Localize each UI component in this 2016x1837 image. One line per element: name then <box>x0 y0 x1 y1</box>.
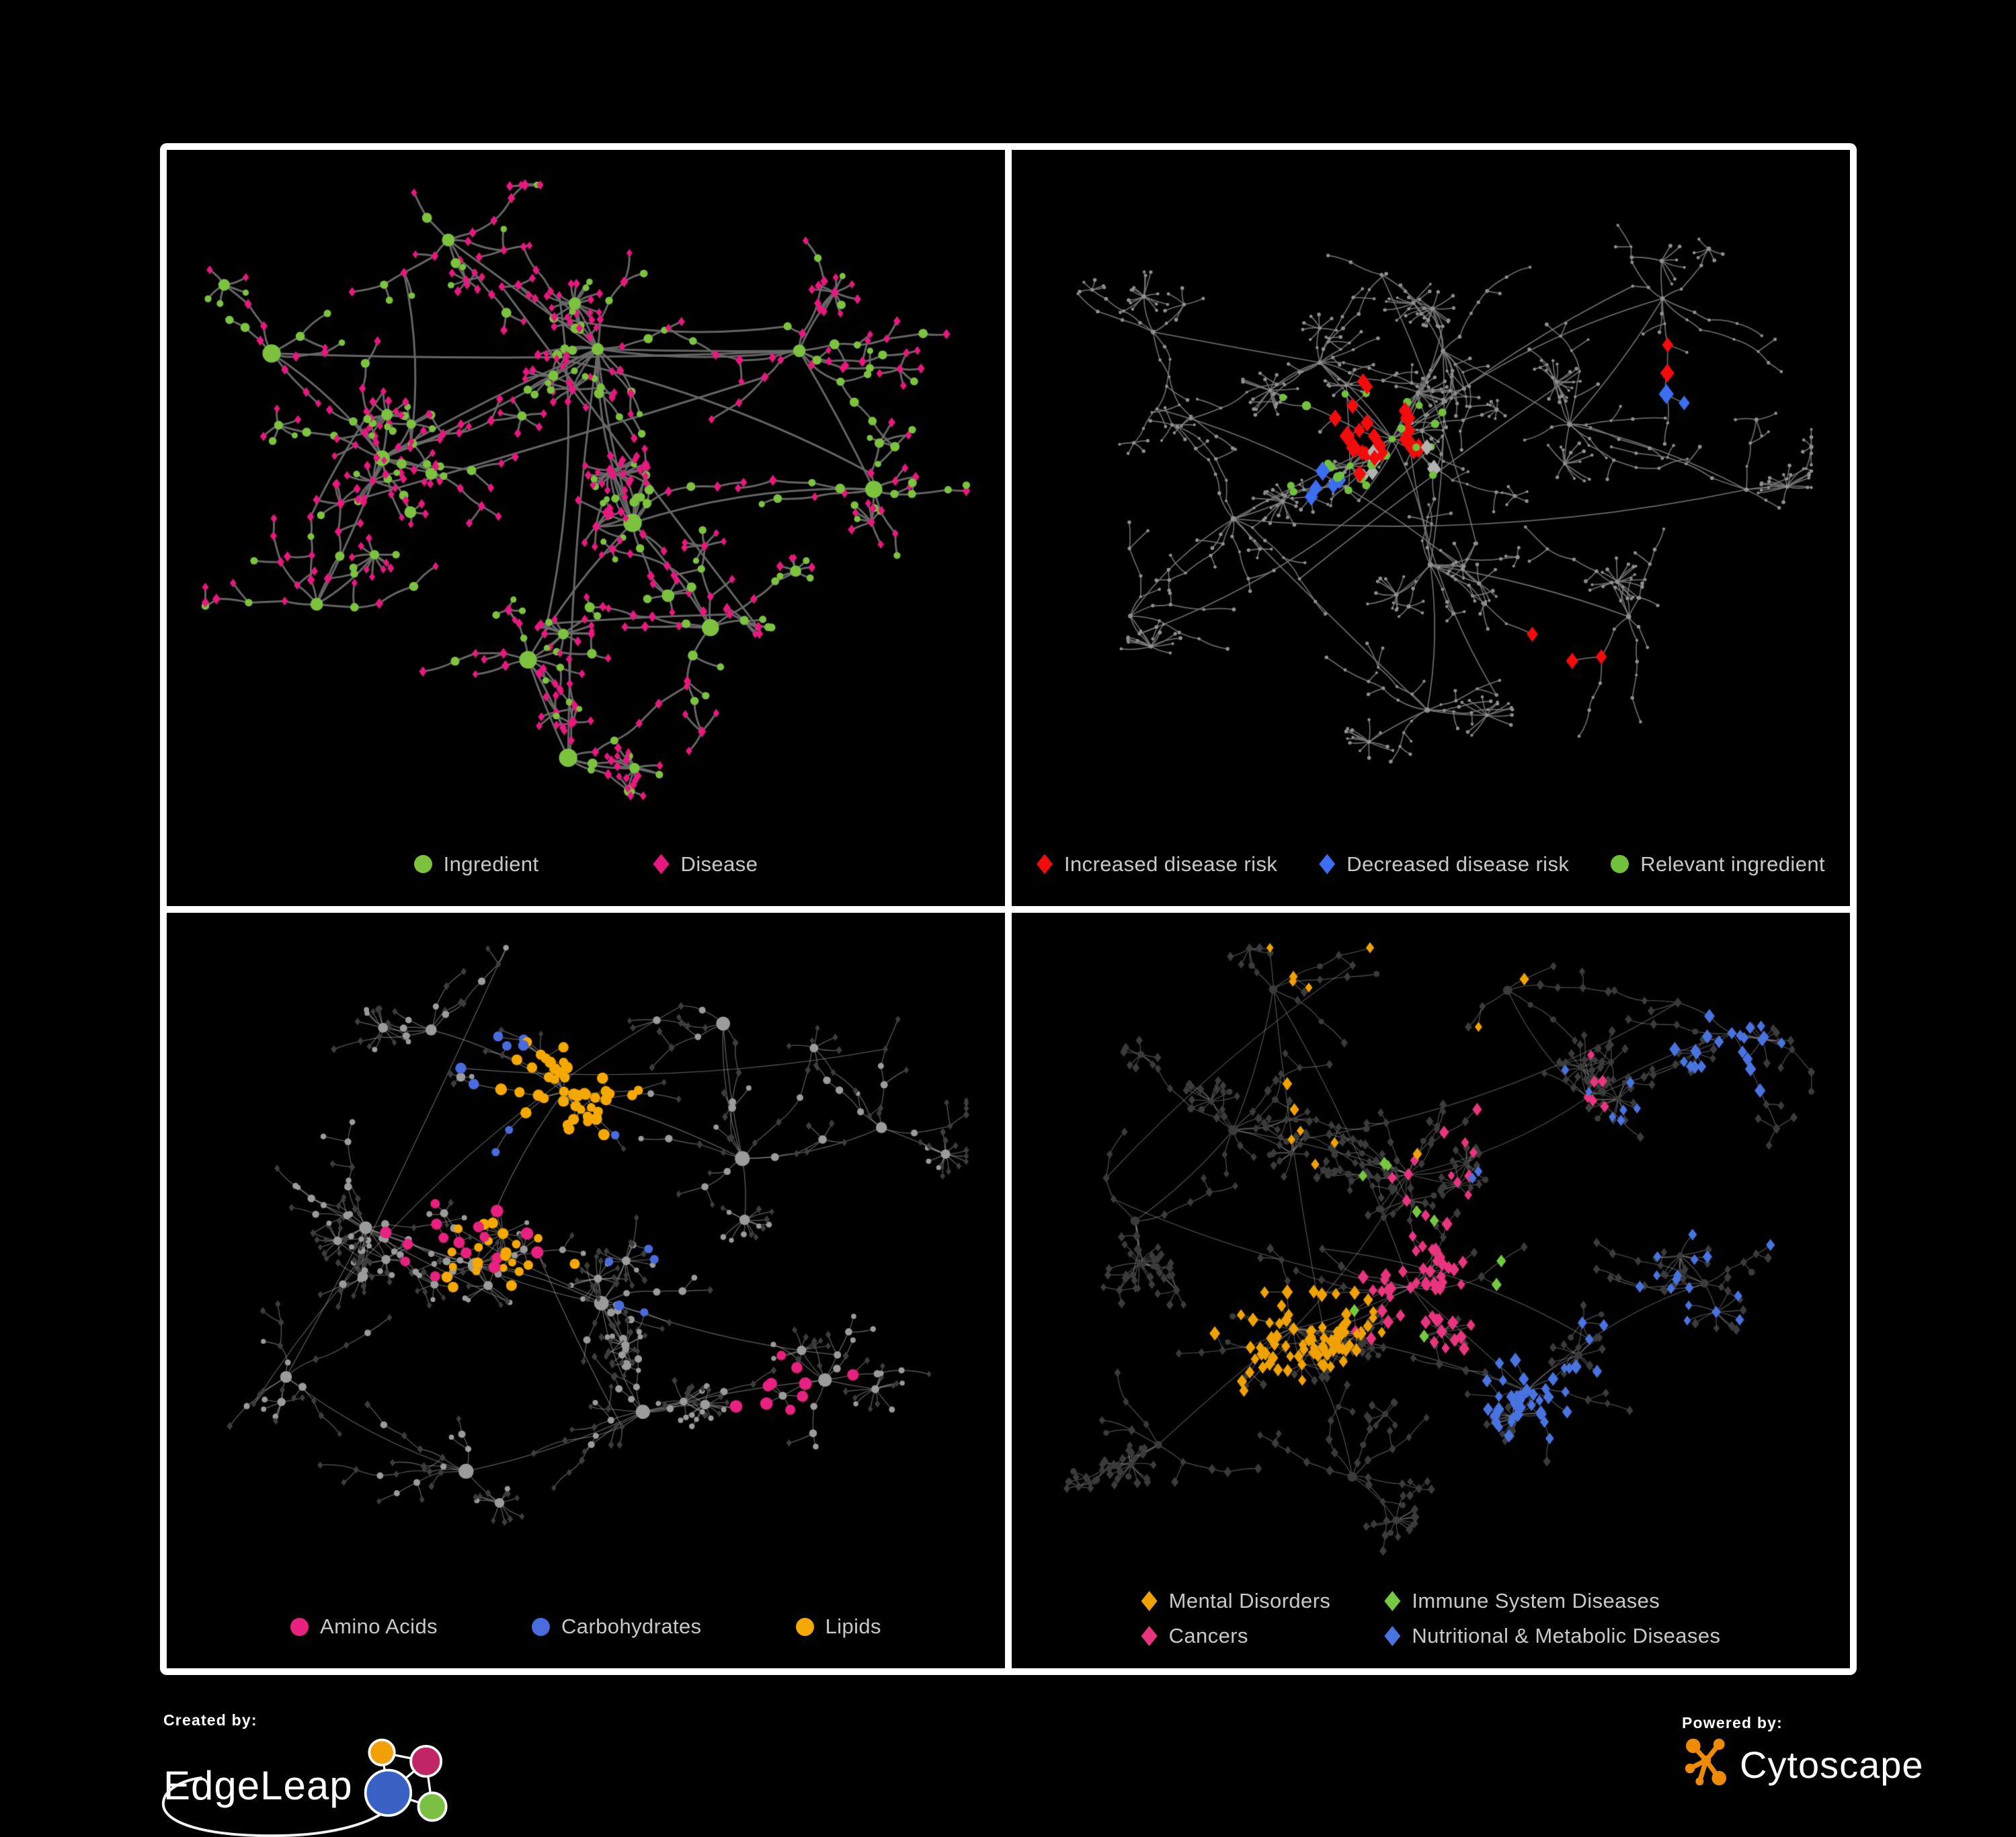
circle-swatch-icon <box>795 1617 814 1636</box>
legend-ingredient-disease: Ingredient Disease <box>167 852 1005 876</box>
powered-by-branding: Powered by: Cytoscape <box>1682 1714 1964 1815</box>
legend-item: Lipids <box>795 1615 881 1639</box>
legend-label: Carbohydrates <box>561 1615 702 1638</box>
panel-grid: Ingredient Disease Increased disease risk… <box>160 143 1857 1675</box>
diamond-swatch-icon <box>653 854 670 874</box>
panel-disease-risk: Increased disease risk Decreased disease … <box>1012 150 1850 906</box>
edgeleap-node-blue <box>364 1768 412 1817</box>
network-canvas-macronutrients <box>167 912 1005 1668</box>
network-canvas-disease-categories <box>1012 912 1850 1668</box>
legend-item: Cancers <box>1141 1624 1248 1648</box>
panel-macronutrients: Amino Acids Carbohydrates Lipids <box>167 912 1005 1668</box>
legend-item: Ingredient <box>413 852 539 876</box>
edgeleap-logo <box>364 1738 448 1822</box>
edgeleap-node-orange <box>368 1738 396 1766</box>
legend-item: Nutritional & Metabolic Diseases <box>1384 1624 1720 1648</box>
legend-item: Increased disease risk <box>1037 852 1277 876</box>
legend-label: Amino Acids <box>320 1615 438 1638</box>
legend-label: Immune System Diseases <box>1412 1589 1660 1613</box>
diamond-swatch-icon <box>1037 854 1053 874</box>
created-by-label: Created by: <box>163 1711 257 1729</box>
circle-swatch-icon <box>413 855 432 873</box>
cytoscape-icon <box>1685 1738 1726 1786</box>
legend-disease-risk: Increased disease risk Decreased disease … <box>1012 852 1850 876</box>
legend-label: Relevant ingredient <box>1640 852 1825 876</box>
edgeleap-node-green <box>417 1791 448 1822</box>
circle-swatch-icon <box>532 1617 551 1636</box>
circle-swatch-icon <box>1611 855 1629 873</box>
legend-label: Cancers <box>1168 1624 1248 1647</box>
legend-item: Amino Acids <box>290 1615 438 1639</box>
legend-item: Immune System Diseases <box>1384 1589 1660 1613</box>
diamond-swatch-icon <box>1384 1626 1401 1646</box>
legend-label: Mental Disorders <box>1168 1589 1331 1613</box>
legend-item: Decreased disease risk <box>1319 852 1569 876</box>
diamond-swatch-icon <box>1319 854 1336 874</box>
panel-disease-categories: Mental Disorders Immune System Diseases Ca… <box>1012 912 1850 1668</box>
edgeleap-wordmark: EdgeLeap <box>163 1762 353 1808</box>
legend-item: Carbohydrates <box>532 1615 702 1639</box>
created-by-branding: Created by: EdgeLeap <box>161 1711 540 1837</box>
network-canvas-disease-risk <box>1012 150 1850 906</box>
legend-item: Mental Disorders <box>1141 1589 1331 1613</box>
network-canvas-ingredient-disease <box>167 150 1005 906</box>
legend-label: Decreased disease risk <box>1346 852 1570 876</box>
legend-label: Ingredient <box>443 852 539 876</box>
legend-disease-categories: Mental Disorders Immune System Diseases Ca… <box>1012 1589 1850 1648</box>
panel-ingredient-disease: Ingredient Disease <box>167 150 1005 906</box>
circle-swatch-icon <box>290 1617 309 1636</box>
legend-label: Lipids <box>825 1615 881 1638</box>
legend-item: Disease <box>653 852 758 876</box>
cytoscape-wordmark: Cytoscape <box>1740 1743 1924 1786</box>
legend-label: Nutritional & Metabolic Diseases <box>1412 1624 1721 1647</box>
diamond-swatch-icon <box>1384 1591 1401 1611</box>
legend-label: Increased disease risk <box>1064 852 1278 876</box>
legend-macronutrients: Amino Acids Carbohydrates Lipids <box>167 1615 1005 1639</box>
legend-label: Disease <box>680 852 758 876</box>
diamond-swatch-icon <box>1141 1591 1158 1611</box>
powered-by-label: Powered by: <box>1682 1714 1783 1731</box>
legend-item: Relevant ingredient <box>1611 852 1825 876</box>
edgeleap-node-magenta <box>409 1745 442 1778</box>
diamond-swatch-icon <box>1141 1626 1158 1646</box>
